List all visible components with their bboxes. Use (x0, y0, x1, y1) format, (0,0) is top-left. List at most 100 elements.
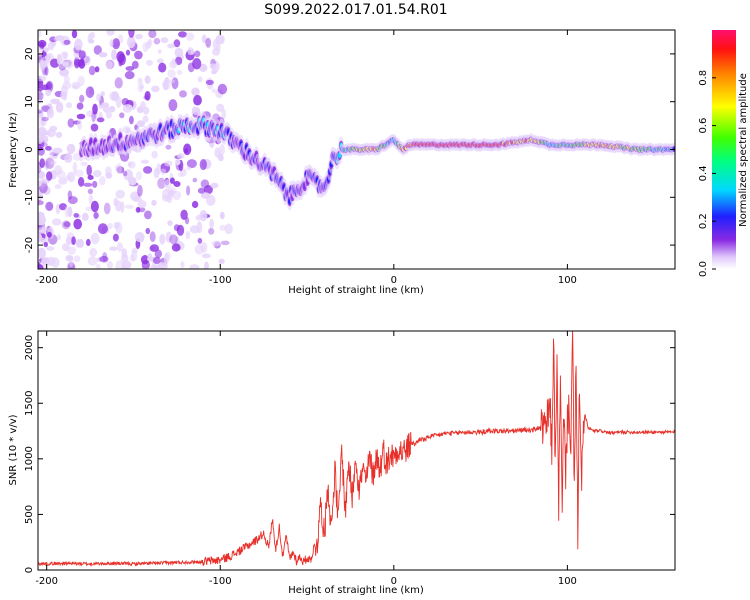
spectrogram-noise-blob (85, 86, 95, 98)
spectrogram-noise-blob (140, 159, 150, 164)
spectrogram-noise-blob (115, 222, 123, 234)
y-tick-label: -10 (24, 189, 35, 205)
spectrogram-noise-blob (45, 89, 52, 97)
spectrogram-noise-blob (109, 91, 118, 101)
spectrogram-noise-blob (217, 83, 228, 95)
spectrogram-noise-blob (151, 199, 157, 206)
spectrogram-noise-blob (224, 223, 233, 235)
spectrogram-noise-blob (169, 177, 175, 184)
spectrogram-noise-blob (55, 131, 63, 139)
spectrogram-noise-blob (194, 50, 201, 58)
spectrogram-noise-blob (211, 240, 221, 247)
spectrogram-noise-blob (49, 125, 58, 132)
spectrogram-noise-blob (55, 101, 64, 113)
spectrogram-noise-blob (134, 50, 143, 60)
spectrogram-noise-blob (95, 263, 101, 269)
spectrogram-noise-blob (40, 116, 46, 127)
spectrogram-noise-blob (62, 81, 72, 90)
spectrogram-noise-blob (38, 232, 43, 242)
colorbar-tick-label: 0.0 (698, 261, 709, 277)
spectrogram-noise-blob (103, 202, 111, 215)
spectrogram-noise-blob (43, 47, 50, 53)
spectrogram-noise-blob (124, 71, 135, 80)
spectrogram-noise-blob (87, 256, 98, 266)
spectrogram-noise-blob (105, 172, 113, 179)
spectrogram-noise-blob (219, 144, 225, 156)
spectrogram-noise-blob (89, 247, 98, 257)
spectrogram-noise-blob (127, 36, 136, 49)
spectrogram-noise-blob (200, 242, 208, 253)
spectrogram-noise-blob (135, 171, 142, 181)
spectrogram-noise-blob (192, 58, 202, 70)
spectrogram-noise-blob (72, 162, 78, 174)
spectrogram-noise-blob (144, 91, 151, 101)
spectrogram-noise-blob (137, 184, 143, 197)
spectrogram-noise-blob (216, 103, 225, 112)
spectrogram-noise-blob (140, 255, 150, 265)
spectrogram-noise-blob (192, 177, 198, 183)
spectrogram-noise-blob (184, 216, 190, 225)
spectrogram-noise-blob (173, 181, 181, 187)
x-tick-label: -100 (209, 275, 232, 286)
spectrogram-noise-blob (119, 112, 125, 119)
spectrogram-noise-blob (164, 160, 173, 167)
spectrogram-noise-blob (164, 179, 172, 189)
spectrogram-noise-blob (41, 116, 49, 122)
spectrogram-noise-blob (52, 147, 63, 154)
y-tick-label: 500 (24, 505, 35, 524)
spectrogram-noise-blob (96, 93, 102, 102)
x-tick-label: 100 (558, 275, 577, 286)
spectrogram-noise-blob (221, 108, 227, 120)
spectrogram-noise-blob (67, 190, 73, 200)
spectrogram-noise-blob (102, 252, 108, 262)
spectrogram-noise-blob (168, 99, 178, 112)
spectrogram-noise-blob (96, 117, 105, 123)
spectrogram-noise-blob (191, 200, 199, 209)
spectrogram-noise-blob (179, 90, 187, 98)
spectrogram-noise-blob (73, 255, 81, 263)
spectrogram-noise-blob (197, 76, 203, 83)
spectrogram-noise-blob (112, 38, 120, 50)
spectrogram-noise-blob (122, 170, 128, 177)
spectrogram-noise-blob (61, 220, 71, 230)
spectrogram-noise-blob (196, 221, 203, 234)
spectrogram-noise-blob (77, 176, 85, 187)
spectrogram-noise-blob (128, 176, 137, 186)
spectrogram-noise-blob (93, 212, 99, 219)
spectrogram-noise-blob (187, 47, 194, 56)
spectrogram-noise-blob (100, 102, 110, 108)
spectrogram-noise-blob (106, 30, 115, 36)
spectrogram-noise-blob (50, 98, 60, 105)
spectrogram-noise-blob (200, 63, 206, 71)
spectrogram-noise-blob (219, 211, 225, 220)
spectrogram-noise-blob (64, 153, 73, 163)
spectrogram-noise-blob (154, 249, 162, 259)
spectrogram-noise-blob (200, 179, 210, 189)
spectrogram-noise-blob (128, 161, 136, 169)
spectrogram-noise-blob (118, 53, 126, 66)
spectrogram-noise-blob (167, 220, 173, 226)
spectrogram-noise-blob (98, 52, 108, 58)
spectrogram-noise-blob (146, 59, 153, 66)
spectrogram-noise-blob (174, 47, 184, 58)
spectrogram-noise-blob (147, 253, 153, 261)
x-tick-label: 0 (391, 576, 397, 587)
spectrogram-noise-blob (83, 55, 91, 66)
spectrogram-noise-blob (144, 75, 151, 84)
spectrogram-noise-blob (60, 51, 66, 64)
spectrogram-noise-blob (38, 226, 48, 233)
spectrogram-noise-blob (45, 201, 54, 211)
spectrogram-noise-blob (99, 255, 109, 263)
spectrogram-noise-blob (69, 256, 74, 268)
spectrogram-noise-blob (169, 60, 178, 69)
spectrogram-noise-blob (112, 233, 119, 242)
spectrogram-noise-blob (94, 66, 100, 73)
spectrogram-noise-blob (45, 157, 55, 169)
spectrogram-y-ticks: -20 -10 0 10 20 (24, 48, 675, 253)
spectrogram-noise-blob (149, 231, 156, 243)
spectrogram-noise-blob (46, 108, 54, 119)
spectrogram-noise-blob (105, 110, 112, 119)
spectrogram-noise-blob (121, 265, 127, 269)
spectrogram-noise-blob (92, 180, 98, 188)
y-tick-label: 20 (24, 48, 35, 61)
